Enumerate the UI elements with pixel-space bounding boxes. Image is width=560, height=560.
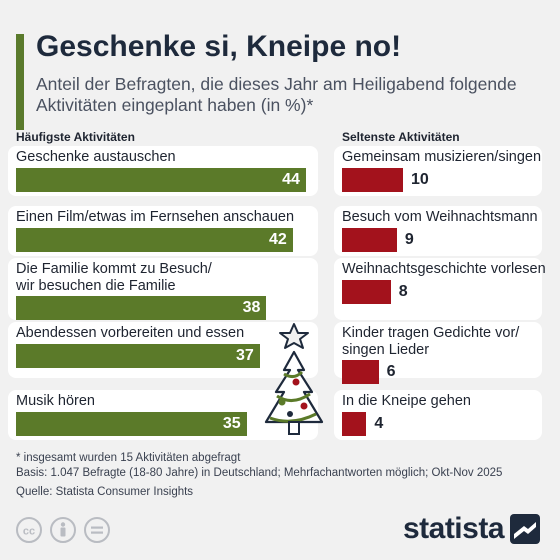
- right-item-label: Kinder tragen Gedichte vor/ singen Liede…: [342, 325, 520, 358]
- right-bar-value: 9: [404, 231, 414, 248]
- left-bar-value: 38: [242, 299, 261, 316]
- person-icon: [50, 517, 76, 543]
- right-column-heading: Seltenste Aktivitäten: [342, 130, 460, 144]
- right-item-label: In die Kneipe gehen: [342, 393, 471, 409]
- right-item-label: Weihnachtsgeschichte vorlesen: [342, 261, 546, 277]
- right-item: [334, 390, 542, 440]
- right-bar-value: 10: [411, 171, 429, 188]
- left-item-label: Abendessen vorbereiten und essen: [16, 325, 245, 341]
- right-item-label: Gemeinsam musizieren/singen: [342, 149, 542, 165]
- statista-wordmark: statista: [402, 512, 505, 545]
- right-bar: [342, 412, 367, 436]
- right-item-label: Besuch vom Weihnachtsmann: [342, 209, 538, 225]
- left-bar: 35: [16, 412, 247, 436]
- svg-text:cc: cc: [23, 526, 35, 538]
- left-bar: 44: [16, 168, 306, 192]
- left-column-heading: Häufigste Aktivitäten: [16, 130, 135, 144]
- left-bar: 38: [16, 296, 267, 320]
- left-item-label: Einen Film/etwas im Fernsehen anschauen: [16, 209, 295, 225]
- left-bar-value: 44: [282, 171, 300, 188]
- left-bar: 37: [16, 344, 260, 368]
- cc-icon: cc: [16, 517, 42, 543]
- license-icons: cc: [16, 516, 116, 549]
- source-note: Quelle: Statista Consumer Insights: [16, 486, 194, 498]
- right-bar-value: 6: [386, 363, 396, 380]
- left-bar-value: 42: [268, 231, 287, 248]
- left-item-label: Geschenke austauschen: [16, 149, 176, 165]
- right-bar: [342, 228, 397, 252]
- left-bar-value: 37: [236, 347, 254, 364]
- equals-icon: [84, 517, 110, 543]
- left-item-label: Musik hören: [16, 393, 95, 409]
- right-bar-value: 8: [398, 283, 408, 300]
- left-bar: 42: [16, 228, 293, 252]
- accent-bar: [16, 34, 24, 130]
- left-item-label: Die Familie kommt zu Besuch/ wir besuche…: [16, 261, 212, 294]
- right-bar: [342, 280, 391, 304]
- left-bar-value: 35: [222, 415, 241, 432]
- statista-logo-icon: [510, 514, 540, 544]
- right-bar: [342, 168, 403, 192]
- right-bar: [342, 360, 379, 384]
- page-title: Geschenke si, Kneipe no!: [36, 30, 402, 63]
- footnote: * insgesamt wurden 15 Aktivitäten abgefr…: [16, 452, 241, 464]
- basis-note: Basis: 1.047 Befragte (18-80 Jahre) in D…: [16, 467, 503, 479]
- page-subtitle: Anteil der Befragten, die dieses Jahr am…: [36, 74, 517, 115]
- right-bar-value: 4: [374, 415, 384, 432]
- christmas-tree-icon: [264, 323, 324, 435]
